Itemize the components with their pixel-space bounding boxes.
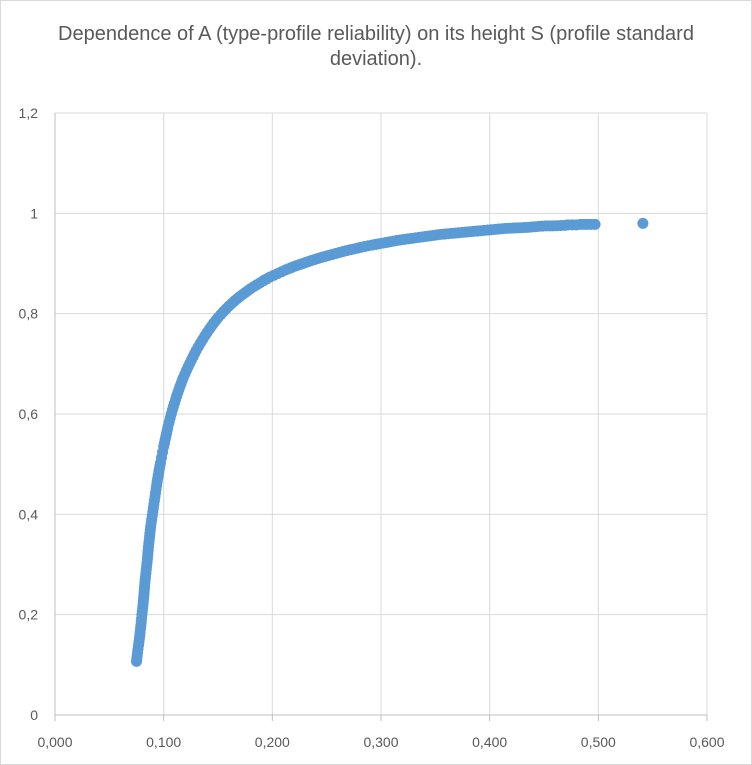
y-tick-label: 0,6 (19, 406, 39, 422)
y-tick-labels: 0 0,2 0,4 0,6 0,8 1 1,2 (19, 105, 39, 723)
y-tick-label: 1,2 (19, 105, 39, 121)
axes (54, 113, 708, 721)
x-tick-label: 0,100 (146, 734, 181, 750)
data-point (589, 218, 601, 230)
chart-title: Dependence of A (type-profile reliabilit… (58, 23, 694, 70)
data-point (637, 217, 649, 229)
x-tick-label: 0,600 (689, 734, 724, 750)
y-tick-label: 0 (30, 707, 38, 723)
y-tick-label: 1 (30, 205, 38, 221)
y-tick-label: 0,2 (19, 607, 39, 623)
y-tick-label: 0,4 (19, 506, 39, 522)
x-tick-label: 0,300 (363, 734, 398, 750)
y-tick-label: 0,8 (19, 306, 39, 322)
data-points (131, 217, 649, 667)
x-tick-label: 0,000 (37, 734, 72, 750)
x-tick-label: 0,500 (581, 734, 616, 750)
x-tick-label: 0,400 (472, 734, 507, 750)
x-tick-labels: 0,000 0,100 0,200 0,300 0,400 0,500 0,600 (37, 734, 724, 750)
gridlines (55, 112, 708, 715)
x-tick-label: 0,200 (255, 734, 290, 750)
